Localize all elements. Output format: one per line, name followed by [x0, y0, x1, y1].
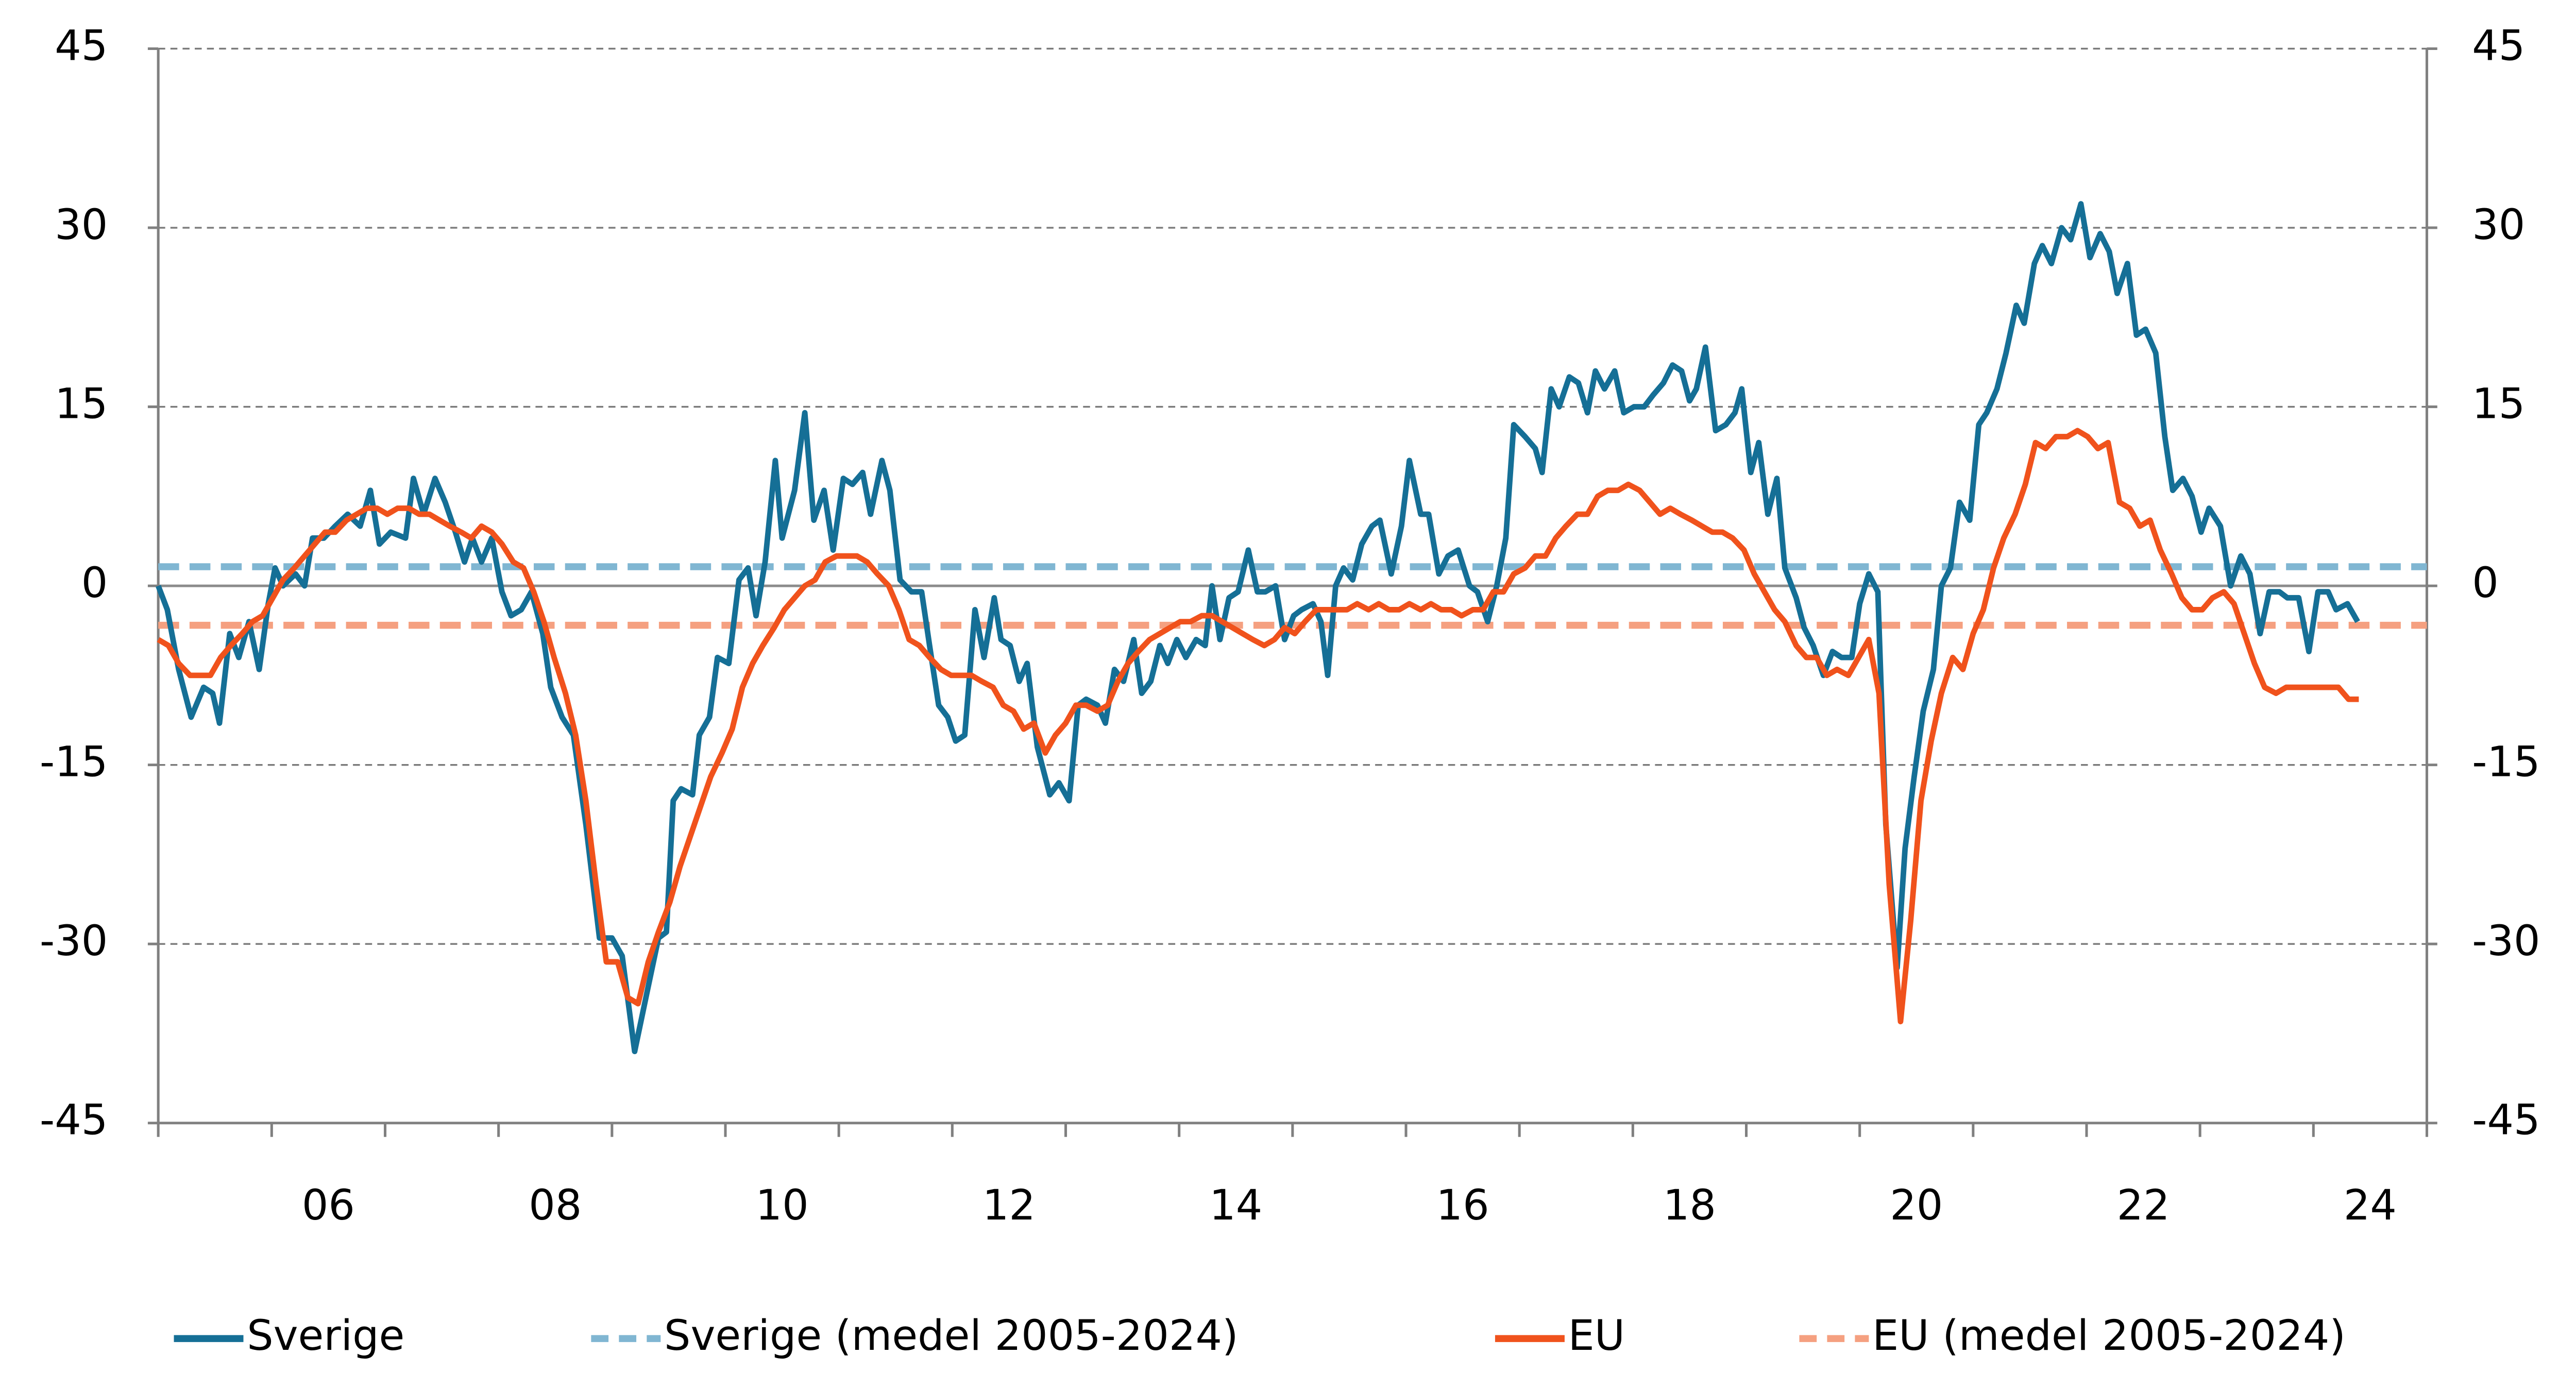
legend-label: EU (medel 2005-2024)	[1872, 1312, 2346, 1360]
y2-tick-label: -45	[2472, 1096, 2540, 1145]
legend-label: Sverige (medel 2005-2024)	[664, 1312, 1239, 1360]
x-tick-label: 10	[756, 1181, 809, 1230]
legend-label: Sverige	[247, 1312, 404, 1360]
series-line	[157, 428, 2359, 1025]
y-tick-label: 15	[55, 380, 108, 429]
x-tick-label: 18	[1663, 1181, 1716, 1230]
x-tick-label: 14	[1209, 1181, 1262, 1230]
x-tick-label: 16	[1436, 1181, 1489, 1230]
x-tick-label: 20	[1890, 1181, 1943, 1230]
x-tick-label: 06	[302, 1181, 355, 1230]
y2-tick-label: -30	[2472, 917, 2540, 965]
y2-tick-label: 45	[2472, 22, 2525, 70]
y-tick-label: 45	[55, 22, 108, 70]
x-tick-label: 12	[982, 1181, 1036, 1230]
legend-label: EU	[1568, 1312, 1625, 1360]
y2-tick-label: 15	[2472, 380, 2525, 429]
x-tick-label: 08	[529, 1181, 582, 1230]
x-tick-label: 22	[2117, 1181, 2170, 1230]
y2-tick-label: -15	[2472, 738, 2540, 787]
x-tick-label: 24	[2344, 1181, 2397, 1230]
y-tick-label: -15	[40, 738, 108, 787]
y-tick-label: -30	[40, 917, 108, 965]
y2-tick-label: 30	[2472, 201, 2525, 249]
y-tick-label: 30	[55, 201, 108, 249]
y2-tick-label: 0	[2472, 559, 2499, 607]
y-tick-label: -45	[40, 1096, 108, 1145]
series-line	[156, 201, 2360, 1055]
y-tick-label: 0	[81, 559, 108, 607]
